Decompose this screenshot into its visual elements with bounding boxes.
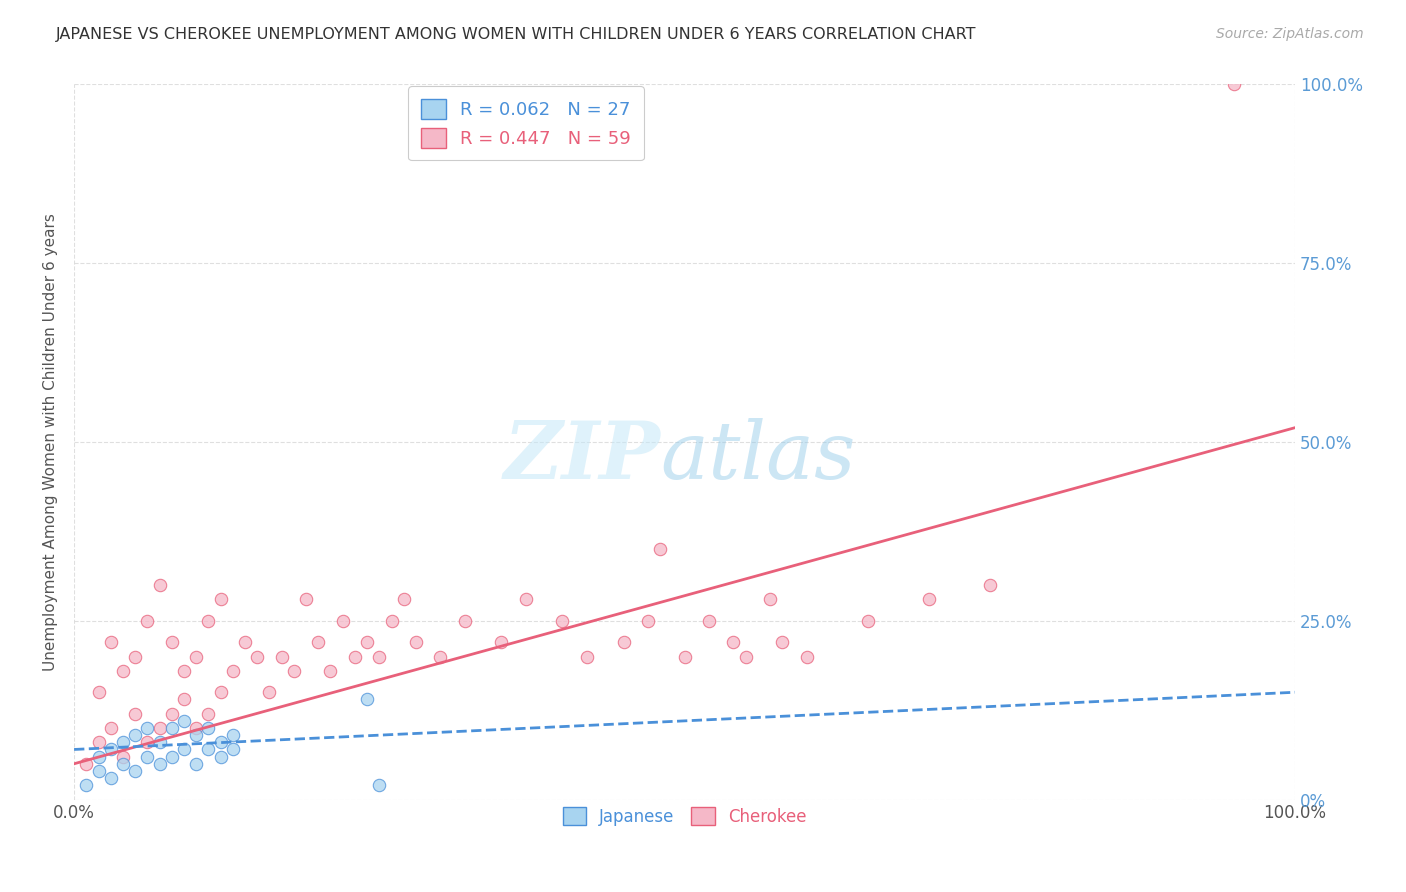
Point bbox=[173, 742, 195, 756]
Point bbox=[454, 614, 477, 628]
Point bbox=[197, 742, 219, 756]
Point bbox=[173, 692, 195, 706]
Point bbox=[124, 649, 146, 664]
Point bbox=[222, 664, 245, 678]
Point bbox=[124, 728, 146, 742]
Point bbox=[575, 649, 598, 664]
Point bbox=[197, 706, 219, 721]
Y-axis label: Unemployment Among Women with Children Under 6 years: Unemployment Among Women with Children U… bbox=[44, 213, 58, 671]
Point bbox=[160, 721, 183, 735]
Point bbox=[75, 778, 97, 792]
Point bbox=[111, 756, 134, 771]
Point bbox=[515, 592, 537, 607]
Point bbox=[209, 735, 232, 749]
Point bbox=[259, 685, 281, 699]
Point bbox=[551, 614, 574, 628]
Point bbox=[697, 614, 720, 628]
Point bbox=[148, 756, 170, 771]
Point bbox=[673, 649, 696, 664]
Point bbox=[186, 728, 208, 742]
Point bbox=[856, 614, 879, 628]
Point bbox=[270, 649, 292, 664]
Point bbox=[734, 649, 756, 664]
Point bbox=[356, 635, 378, 649]
Point bbox=[222, 742, 245, 756]
Point bbox=[100, 721, 122, 735]
Point bbox=[87, 735, 110, 749]
Point bbox=[429, 649, 451, 664]
Point bbox=[723, 635, 745, 649]
Point bbox=[100, 635, 122, 649]
Point bbox=[796, 649, 818, 664]
Point bbox=[111, 664, 134, 678]
Point bbox=[124, 764, 146, 778]
Point bbox=[186, 756, 208, 771]
Point bbox=[209, 685, 232, 699]
Text: Source: ZipAtlas.com: Source: ZipAtlas.com bbox=[1216, 27, 1364, 41]
Point bbox=[136, 614, 159, 628]
Point bbox=[148, 578, 170, 592]
Text: atlas: atlas bbox=[661, 417, 855, 495]
Point bbox=[356, 692, 378, 706]
Point bbox=[87, 749, 110, 764]
Point bbox=[136, 721, 159, 735]
Point bbox=[612, 635, 634, 649]
Point bbox=[209, 592, 232, 607]
Point bbox=[136, 735, 159, 749]
Point bbox=[650, 542, 672, 557]
Point bbox=[283, 664, 305, 678]
Point bbox=[100, 742, 122, 756]
Point bbox=[186, 721, 208, 735]
Point bbox=[392, 592, 415, 607]
Text: ZIP: ZIP bbox=[503, 417, 661, 495]
Point bbox=[160, 706, 183, 721]
Point bbox=[173, 714, 195, 728]
Point bbox=[759, 592, 782, 607]
Point bbox=[295, 592, 318, 607]
Point bbox=[209, 749, 232, 764]
Point bbox=[87, 685, 110, 699]
Point bbox=[100, 771, 122, 785]
Legend: Japanese, Cherokee: Japanese, Cherokee bbox=[554, 798, 815, 834]
Point bbox=[380, 614, 402, 628]
Point bbox=[222, 728, 245, 742]
Point bbox=[368, 778, 391, 792]
Point bbox=[124, 706, 146, 721]
Point bbox=[233, 635, 256, 649]
Point bbox=[148, 721, 170, 735]
Point bbox=[197, 614, 219, 628]
Point bbox=[319, 664, 342, 678]
Point bbox=[173, 664, 195, 678]
Point bbox=[343, 649, 366, 664]
Point bbox=[1223, 78, 1246, 92]
Point bbox=[75, 756, 97, 771]
Point bbox=[491, 635, 513, 649]
Point bbox=[160, 749, 183, 764]
Point bbox=[918, 592, 941, 607]
Point bbox=[770, 635, 793, 649]
Point bbox=[111, 749, 134, 764]
Point bbox=[979, 578, 1001, 592]
Point bbox=[637, 614, 659, 628]
Point bbox=[307, 635, 329, 649]
Point bbox=[405, 635, 427, 649]
Point bbox=[136, 749, 159, 764]
Point bbox=[332, 614, 354, 628]
Point bbox=[246, 649, 269, 664]
Point bbox=[160, 635, 183, 649]
Point bbox=[186, 649, 208, 664]
Point bbox=[368, 649, 391, 664]
Point bbox=[197, 721, 219, 735]
Text: JAPANESE VS CHEROKEE UNEMPLOYMENT AMONG WOMEN WITH CHILDREN UNDER 6 YEARS CORREL: JAPANESE VS CHEROKEE UNEMPLOYMENT AMONG … bbox=[56, 27, 977, 42]
Point bbox=[87, 764, 110, 778]
Point bbox=[111, 735, 134, 749]
Point bbox=[148, 735, 170, 749]
